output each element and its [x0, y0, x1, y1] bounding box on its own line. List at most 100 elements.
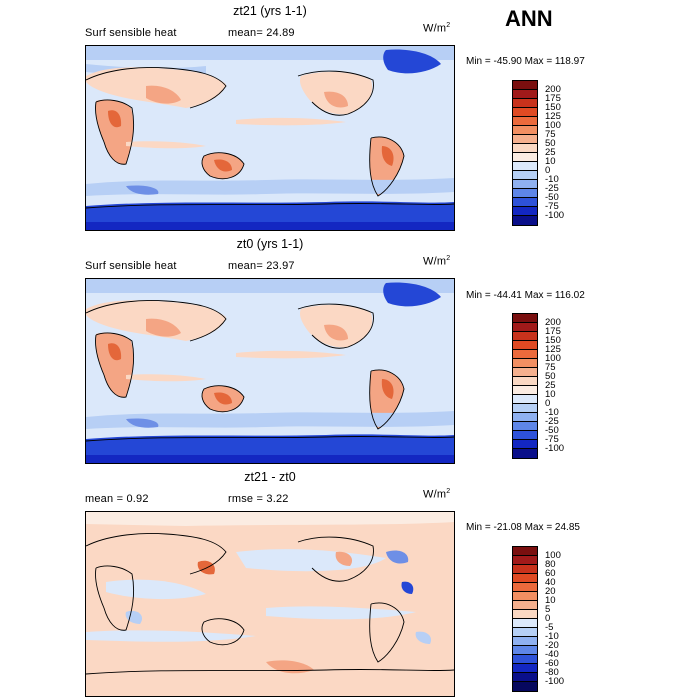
colorbar-swatch	[513, 619, 537, 628]
colorbar-swatch	[513, 655, 537, 664]
colorbar-swatch	[513, 646, 537, 655]
colorbar-swatch	[513, 144, 537, 153]
panel-2-colorbar	[512, 313, 538, 459]
colorbar-swatch	[513, 323, 537, 332]
colorbar-tick-label: 0	[545, 613, 551, 624]
colorbar-tick-label: -50	[545, 425, 559, 436]
colorbar-tick-label: -75	[545, 201, 559, 212]
colorbar-swatch	[513, 207, 537, 216]
colorbar-swatch	[513, 350, 537, 359]
panel-1-field-label: Surf sensible heat	[85, 27, 177, 39]
panel-1-title: zt21 (yrs 1-1)	[233, 4, 307, 18]
colorbar-swatch	[513, 153, 537, 162]
colorbar-swatch	[513, 216, 537, 225]
panel-3-rmse: rmse = 3.22	[228, 493, 289, 505]
colorbar-tick-label: 75	[545, 129, 556, 140]
colorbar-swatch	[513, 583, 537, 592]
colorbar-swatch	[513, 108, 537, 117]
colorbar-swatch	[513, 395, 537, 404]
colorbar-tick-label: 200	[545, 84, 561, 95]
colorbar-tick-label: 50	[545, 138, 556, 149]
panel-1-mean: mean= 24.89	[228, 27, 295, 39]
colorbar-swatch	[513, 359, 537, 368]
colorbar-tick-label: 150	[545, 335, 561, 346]
colorbar-tick-label: -25	[545, 183, 559, 194]
colorbar-swatch	[513, 556, 537, 565]
colorbar-swatch	[513, 673, 537, 682]
colorbar-tick-label: -5	[545, 622, 554, 633]
panel-2-map	[85, 278, 455, 464]
panel-1-minmax: Min = -45.90 Max = 118.97	[466, 56, 585, 67]
colorbar-swatch	[513, 664, 537, 673]
panel-2-units: W/m2	[423, 255, 451, 268]
panel-1-units: W/m2	[423, 22, 451, 35]
colorbar-swatch	[513, 332, 537, 341]
colorbar-tick-label: -20	[545, 640, 559, 651]
colorbar-tick-label: 20	[545, 586, 556, 597]
panel-3-mean: mean = 0.92	[85, 493, 149, 505]
colorbar-tick-label: -10	[545, 631, 559, 642]
colorbar-swatch	[513, 574, 537, 583]
colorbar-swatch	[513, 422, 537, 431]
colorbar-swatch	[513, 413, 537, 422]
colorbar-tick-label: -75	[545, 434, 559, 445]
colorbar-tick-label: 200	[545, 317, 561, 328]
colorbar-swatch	[513, 386, 537, 395]
panel-1-colorbar-labels: 200 175 150 125 100 75 50 25 10 0 -10 -25 -50 -75 -100	[545, 84, 565, 221]
colorbar-swatch	[513, 126, 537, 135]
colorbar-swatch	[513, 404, 537, 413]
colorbar-tick-label: 100	[545, 120, 561, 131]
colorbar-swatch	[513, 682, 537, 691]
panel-2-title: zt0 (yrs 1-1)	[236, 237, 304, 251]
colorbar-swatch	[513, 565, 537, 574]
panel-3-units: W/m2	[423, 488, 451, 501]
colorbar-tick-label: 125	[545, 111, 561, 122]
colorbar-tick-label: 0	[545, 398, 551, 409]
colorbar-tick-label: 0	[545, 165, 551, 176]
panel-1-colorbar	[512, 80, 538, 226]
colorbar-tick-label: -10	[545, 174, 559, 185]
colorbar-tick-label: 150	[545, 102, 561, 113]
colorbar-swatch	[513, 162, 537, 171]
colorbar-swatch	[513, 628, 537, 637]
colorbar-swatch	[513, 171, 537, 180]
panel-2-mean: mean= 23.97	[228, 260, 295, 272]
colorbar-tick-label: -60	[545, 658, 559, 669]
colorbar-swatch	[513, 592, 537, 601]
colorbar-swatch	[513, 117, 537, 126]
panel-3-colorbar-labels: 100 80 60 40 20 10 5 0 -5 -10 -20 -40 -60 -80 -100	[545, 551, 565, 687]
colorbar-swatch	[513, 449, 537, 458]
colorbar-tick-label: 10	[545, 389, 556, 400]
colorbar-tick-label: 10	[545, 595, 556, 606]
panel-2-colorbar-labels: 200 175 150 125 100 75 50 25 10 0 -10 -25 -50 -75 -100	[545, 317, 564, 454]
colorbar-swatch	[513, 440, 537, 449]
colorbar-swatch	[513, 314, 537, 323]
colorbar-swatch	[513, 90, 537, 99]
colorbar-tick-label: 50	[545, 371, 556, 382]
colorbar-swatch	[513, 99, 537, 108]
panel-3-map	[85, 511, 455, 697]
colorbar-tick-label: 40	[545, 577, 556, 588]
colorbar-tick-label: 5	[545, 604, 551, 615]
colorbar-tick-label: -100	[545, 676, 565, 687]
colorbar-tick-label: -25	[545, 416, 559, 427]
colorbar-swatch	[513, 198, 537, 207]
colorbar-swatch	[513, 81, 537, 90]
season-label: ANN	[505, 6, 553, 31]
colorbar-swatch	[513, 341, 537, 350]
colorbar-tick-label: 100	[545, 353, 561, 364]
colorbar-tick-label: -10	[545, 407, 559, 418]
colorbar-tick-label: -50	[545, 192, 559, 203]
panel-3-colorbar	[512, 546, 538, 692]
panel-3-minmax: Min = -21.08 Max = 24.85	[466, 522, 580, 533]
colorbar-tick-label: -40	[545, 649, 559, 660]
colorbar-swatch	[513, 610, 537, 619]
colorbar-tick-label: -100	[545, 210, 565, 221]
panel-1-map	[85, 45, 455, 231]
colorbar-swatch	[513, 180, 537, 189]
colorbar-swatch	[513, 547, 537, 556]
colorbar-swatch	[513, 637, 537, 646]
panel-3-title: zt21 - zt0	[244, 470, 296, 484]
colorbar-tick-label: 10	[545, 156, 556, 167]
colorbar-swatch	[513, 189, 537, 198]
